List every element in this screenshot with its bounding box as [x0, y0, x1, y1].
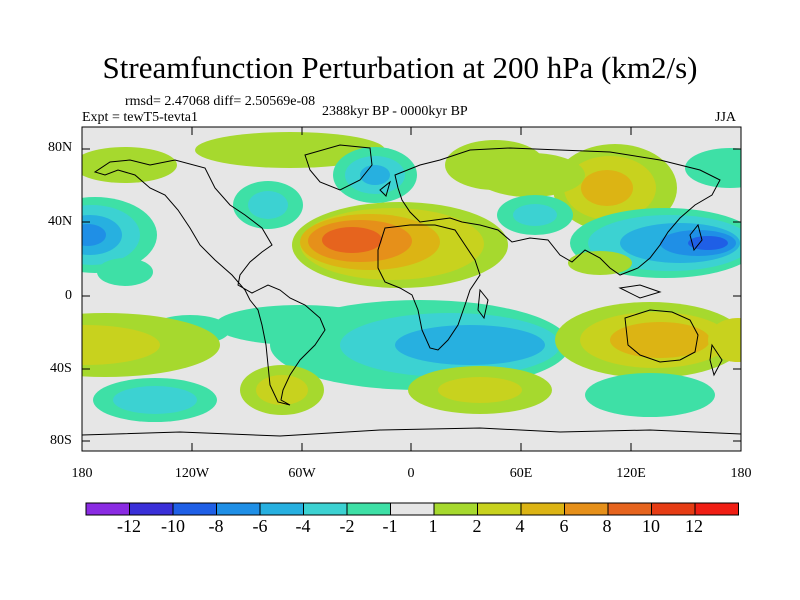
anomaly-arctic-2 [195, 132, 385, 168]
colorbar-box [390, 502, 435, 516]
colorbar-label: -12 [117, 516, 141, 536]
experiment-label: Expt = tewT5-tevta1 [82, 110, 198, 125]
anomaly-wnatl-neg2 [248, 191, 288, 219]
colorbar-label: -10 [161, 516, 185, 536]
africa-coast [377, 224, 481, 351]
contour-field [82, 132, 741, 422]
lon-label-120e: 120E [616, 466, 646, 481]
lon-label-60e: 60E [509, 466, 533, 481]
anomaly-bering-neg [685, 148, 741, 188]
figure-title: Streamfunction Perturbation at 200 hPa (… [102, 50, 698, 85]
anomaly-so-east-neg [585, 373, 715, 417]
season-label: JJA [715, 110, 737, 125]
colorbar-label: -4 [295, 516, 311, 536]
anomaly-alaska-2 [82, 147, 177, 183]
colorbar-box [216, 502, 261, 516]
anomaly-nepac-neg6 [82, 224, 106, 246]
colorbar-label: 12 [685, 516, 703, 536]
colorbar-label: -8 [208, 516, 224, 536]
uk-coast [379, 180, 391, 197]
colorbar-label: 1 [428, 516, 438, 536]
axis-ticks [81, 127, 742, 451]
period-label: 2388kyr BP - 0000kyr BP [322, 104, 468, 119]
indonesia-coast [618, 284, 662, 299]
lon-label-180e: 180 [730, 466, 752, 481]
anomaly-natl-africa-10 [322, 227, 382, 253]
colorbar-label: -1 [382, 516, 398, 536]
colorbar-box [564, 502, 609, 516]
madagascar-coast [477, 288, 489, 320]
colorbar-box [477, 502, 522, 516]
australia-coast [624, 309, 699, 363]
lat-label-40n: 40N [48, 214, 73, 229]
newzealand-coast [709, 343, 723, 377]
lon-label-120w: 120W [174, 466, 210, 481]
colorbar [85, 502, 739, 516]
colorbar-box [433, 502, 478, 516]
colorbar-box [85, 502, 130, 516]
anomaly-nwpac-neg8 [688, 236, 728, 250]
colorbar-box [129, 502, 174, 516]
antarctica-coast [82, 427, 741, 437]
lon-label-60w: 60W [288, 466, 316, 481]
anomaly-satl-neg4 [395, 325, 545, 365]
anomaly-aus-pos6 [610, 322, 710, 358]
colorbar-label: 2 [472, 516, 482, 536]
colorbar-box [172, 502, 217, 516]
lat-label-80s: 80S [50, 433, 72, 448]
lon-label-180w: 180 [71, 466, 93, 481]
anomaly-so-neg2 [113, 386, 197, 414]
anomaly-casia-2 [475, 153, 585, 197]
stats-text: rmsd= 2.47068 diff= 2.50569e-08 [125, 94, 316, 109]
lat-label-40s: 40S [50, 361, 72, 376]
colorbar-box [303, 502, 348, 516]
lat-label-eq: 0 [65, 288, 72, 303]
anomaly-sind-pos4 [438, 377, 522, 403]
colorbar-box [651, 502, 696, 516]
anomaly-siberia-6 [581, 170, 633, 206]
colorbar-box [346, 502, 391, 516]
colorbar-box [259, 502, 304, 516]
colorbar-label: -2 [339, 516, 355, 536]
anomaly-indian-pos [568, 251, 632, 275]
colorbar-label: 6 [559, 516, 569, 536]
anomaly-spac-pos4 [82, 325, 160, 365]
colorbar-label: -6 [252, 516, 268, 536]
anomaly-casia-neg2 [513, 204, 557, 226]
colorbar-box [520, 502, 565, 516]
colorbar-label: 4 [515, 516, 525, 536]
anomaly-tpac-neg [97, 258, 153, 286]
colorbar-label: 8 [602, 516, 612, 536]
colorbar-label: 10 [642, 516, 660, 536]
anomaly-samer-neg1 [215, 305, 385, 345]
colorbar-box [607, 502, 652, 516]
anomaly-dateline-pos [708, 318, 741, 362]
coastlines [82, 144, 741, 437]
japan-coast [689, 223, 703, 252]
americas-coast [93, 159, 326, 406]
lon-label-0: 0 [407, 466, 415, 481]
colorbar-box [694, 502, 739, 516]
anomaly-patagonia-pos4 [256, 375, 308, 405]
lat-label-80n: 80N [48, 140, 73, 155]
eurasia-coast [394, 147, 721, 276]
greenland-coast [304, 144, 373, 191]
